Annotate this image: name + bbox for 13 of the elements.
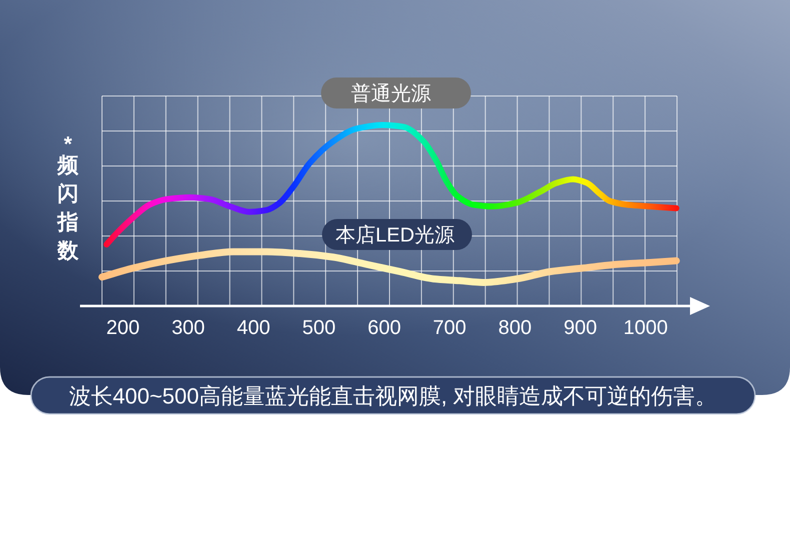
x-tick-label: 1000	[623, 317, 668, 339]
x-tick-label: 800	[498, 317, 532, 339]
x-tick-label: 600	[368, 317, 401, 339]
annotation: 波长400~500高能量蓝光能直击视网膜, 对眼睛造成不可逆的伤害。	[30, 376, 756, 415]
x-tick-label: 500	[302, 317, 336, 339]
x-tick-label: 200	[106, 317, 140, 339]
x-tick-label: 300	[172, 317, 205, 339]
x-tick-label: 900	[564, 317, 597, 339]
series-label: 本店LED光源	[336, 224, 454, 246]
x-tick-label: 400	[236, 317, 270, 339]
series-label: 普通光源	[351, 82, 431, 105]
x-tick-label: 700	[432, 317, 466, 339]
y-axis-title: *频闪指数	[56, 133, 80, 262]
